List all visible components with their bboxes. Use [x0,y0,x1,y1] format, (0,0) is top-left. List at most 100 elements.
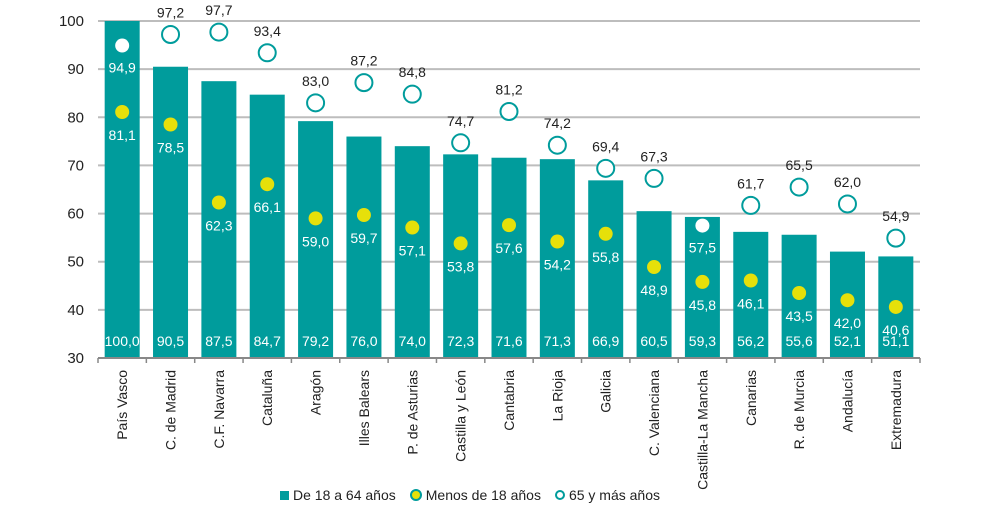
bar-value-label: 87,5 [205,333,232,349]
under-18-label: 45,8 [689,297,716,313]
over-65-label: 69,4 [592,138,619,154]
legend-item-18-64[interactable]: De 18 a 64 años [280,487,396,503]
over-65-ring [789,177,809,197]
over-65-label: 93,4 [254,23,281,39]
over-65-ring [695,218,710,233]
over-65-label: 62,0 [834,174,861,190]
category-label: Canarias [743,370,759,426]
under-18-label: 59,7 [350,230,377,246]
over-65-label: 84,8 [399,64,426,80]
bar-value-label: 71,3 [544,333,571,349]
legend-ring-icon [554,490,565,500]
over-65-ring [644,168,664,188]
under-18-label: 78,5 [157,140,184,156]
category-label: Extremadura [888,370,904,450]
bar [298,121,334,358]
bar-value-label: 79,2 [302,333,329,349]
over-65-ring [209,22,229,42]
under-18-dot [647,260,662,275]
over-65-label: 83,0 [302,73,329,89]
legend-dot-icon [409,489,422,501]
under-18-label: 59,0 [302,233,329,249]
over-65-ring [115,38,130,53]
bar-value-label: 76,0 [350,333,377,349]
over-65-label: 74,7 [447,113,474,129]
category-label: País Vasco [114,370,130,440]
under-18-dot [840,293,855,308]
category-label: Galicia [598,370,614,413]
bar-value-label: 71,6 [495,333,522,349]
under-18-label: 57,1 [399,243,426,259]
over-65-ring [306,93,326,113]
legend-item-under-18[interactable]: Menos de 18 años [409,487,541,503]
bar-value-label: 72,3 [447,333,474,349]
under-18-dot [502,218,516,233]
legend-square-icon [280,490,289,500]
category-label: P. de Asturias [404,370,420,455]
y-tick-label: 30 [67,350,84,367]
bar [491,157,527,358]
data-labels: 100,0 94,9 81,1 90,5 97,2 78,5 87,5 97,7 62,3 84,… [105,2,910,349]
bar-value-label: 55,6 [785,333,812,349]
over-65-ring [354,73,374,93]
over-65-label: 97,7 [205,2,232,18]
over-65-label: 57,5 [689,240,716,256]
over-65-ring [499,102,519,122]
category-label: Cataluña [259,370,275,426]
y-tick-label: 90 [67,61,84,78]
category-label: C. Valenciana [646,370,662,456]
category-label: Cantabria [501,370,517,431]
y-tick-label: 60 [67,206,84,223]
category-label: C. de Madrid [163,370,179,450]
over-65-label: 61,7 [737,175,764,191]
bar [733,231,769,358]
legend-label: 65 y más años [568,487,661,503]
under-18-label: 62,3 [205,217,232,233]
bar-value-label: 74,0 [399,333,426,349]
dots [115,22,906,314]
y-tick-label: 50 [67,254,84,271]
under-18-label: 42,0 [834,315,861,331]
over-65-label: 81,2 [495,82,522,98]
bar [636,211,672,358]
legend-label: De 18 a 64 años [293,487,396,503]
bar-value-label: 51,1 [882,333,909,349]
under-18-dot [792,286,807,301]
under-18-label: 54,2 [544,256,571,272]
under-18-dot [163,117,178,132]
category-label: Andalucía [839,370,855,432]
bar [539,159,575,358]
under-18-dot [743,273,758,288]
under-18-dot [405,220,420,235]
under-18-dot [260,177,275,192]
under-18-dot [115,104,130,119]
under-18-label: 43,5 [785,308,812,324]
over-65-ring [547,135,567,155]
under-18-dot [211,195,226,210]
y-tick-label: 80 [67,109,84,126]
bar-value-label: 60,5 [640,333,667,349]
over-65-label: 54,9 [882,208,909,224]
over-65-ring [837,194,857,214]
bar-value-label: 100,0 [105,333,140,349]
y-axis-ticks: 30 40 50 60 70 80 90 100 [59,13,84,367]
category-label: Illes Balears [356,370,372,446]
category-labels: País Vasco C. de Madrid C.F. Navarra Catalu… [114,370,904,490]
under-18-label: 66,1 [254,199,281,215]
category-label: Castilla y León [453,370,469,462]
bar-value-label: 90,5 [157,333,184,349]
bar [588,180,624,358]
under-18-dot [598,226,613,241]
under-18-label: 53,8 [447,258,474,274]
bar [153,66,189,358]
over-65-label: 65,5 [785,157,812,173]
under-18-label: 46,1 [737,295,764,311]
bar [394,146,430,358]
y-tick-label: 100 [59,13,84,30]
category-label: La Rioja [549,370,565,422]
legend-item-65-plus[interactable]: 65 y más años [554,487,661,503]
over-65-ring [596,158,616,178]
over-65-label: 74,2 [544,115,571,131]
bar-value-label: 56,2 [737,333,764,349]
